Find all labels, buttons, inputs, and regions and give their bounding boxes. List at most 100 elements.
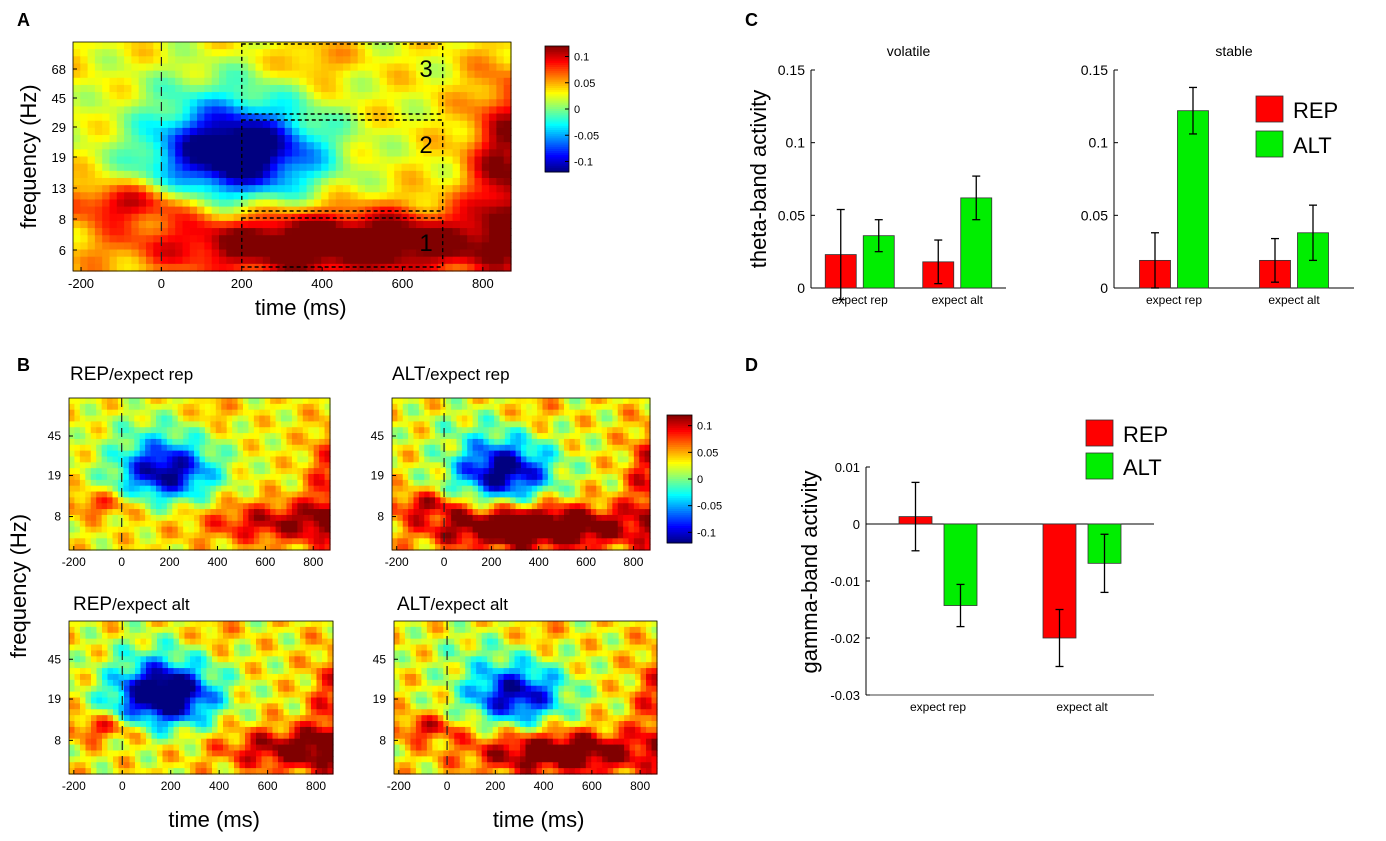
heatmap-cell xyxy=(372,70,381,79)
heatmap-cell xyxy=(357,70,366,79)
heatmap-cell xyxy=(445,192,454,201)
heatmap-cell xyxy=(264,462,271,469)
heatmap-cell xyxy=(259,544,266,551)
heatmap-cell xyxy=(633,403,640,411)
heatmap-cell xyxy=(199,509,206,516)
heatmap-cell xyxy=(107,632,114,640)
colorbar-cell xyxy=(545,67,569,70)
heatmap-cell xyxy=(372,242,381,251)
heatmap-cell xyxy=(175,84,184,93)
heatmap-cell xyxy=(467,185,476,193)
heatmap-cell xyxy=(639,497,646,504)
heatmap-cell xyxy=(445,544,452,551)
heatmap-cell xyxy=(467,468,474,475)
heatmap-cell xyxy=(424,421,431,428)
heatmap-cell xyxy=(537,409,544,417)
heatmap-cell xyxy=(160,213,169,222)
heatmap-cell xyxy=(284,56,293,65)
heatmap-cell xyxy=(175,163,184,172)
heatmap-cell xyxy=(275,497,282,504)
heatmap-cell xyxy=(94,235,103,243)
heatmap-cell xyxy=(585,538,592,545)
heatmap-cell xyxy=(423,84,432,93)
heatmap-cell xyxy=(547,503,554,510)
heatmap-cell xyxy=(394,49,403,57)
heatmap-cell xyxy=(156,427,163,434)
heatmap-cell xyxy=(194,520,201,528)
heatmap-cell xyxy=(456,520,463,528)
heatmap-cell xyxy=(617,474,624,481)
heatmap-cell xyxy=(270,113,278,122)
heatmap-cell xyxy=(503,213,512,222)
heatmap-cell xyxy=(430,177,439,186)
heatmap-cell xyxy=(451,520,458,528)
heatmap-cell xyxy=(397,544,404,551)
heatmap-cell xyxy=(386,56,395,65)
heatmap-cell xyxy=(286,479,293,487)
heatmap-cell xyxy=(248,70,257,79)
heatmap-cell xyxy=(284,135,293,143)
heatmap-cell xyxy=(101,509,108,516)
heatmap-cell xyxy=(526,427,533,434)
heatmap-cell xyxy=(226,142,235,150)
heatmap-cell xyxy=(160,135,169,143)
heatmap-cell xyxy=(277,220,286,229)
heatmap-cell xyxy=(160,142,169,150)
heatmap-cell xyxy=(281,409,288,417)
heatmap-cell xyxy=(226,199,235,208)
colorbar-cell xyxy=(545,117,569,120)
heatmap-cell xyxy=(306,192,315,201)
heatmap-cell xyxy=(569,427,576,434)
heatmap-cell xyxy=(91,721,98,728)
heatmap-cell xyxy=(101,450,108,458)
heatmap-cell xyxy=(277,149,286,158)
heatmap-cell xyxy=(438,199,446,208)
heatmap-cell xyxy=(91,685,98,693)
heatmap-cell xyxy=(210,503,217,510)
heatmap-cell xyxy=(504,509,511,516)
heatmap-cell xyxy=(146,135,154,143)
heatmap-cell xyxy=(623,398,630,405)
heatmap-cell xyxy=(90,479,97,487)
heatmap-cell xyxy=(612,491,619,498)
heatmap-cell xyxy=(302,438,309,446)
heatmap-cell xyxy=(109,135,118,143)
heatmap-cell xyxy=(139,427,146,434)
heatmap-cell xyxy=(302,509,309,516)
heatmap-cell xyxy=(243,497,250,504)
heatmap-cell xyxy=(585,485,592,493)
heatmap-cell xyxy=(215,520,222,528)
heatmap-cell xyxy=(590,485,597,493)
heatmap-cell xyxy=(146,206,154,215)
heatmap-cell xyxy=(219,156,227,165)
heatmap-cell xyxy=(85,503,92,510)
heatmap-cell xyxy=(74,685,81,693)
heatmap-cell xyxy=(134,532,141,539)
heatmap-cell xyxy=(156,491,163,498)
heatmap-cell xyxy=(69,662,76,669)
heatmap-cell xyxy=(73,106,81,115)
heatmap-cell xyxy=(435,438,441,446)
heatmap-cell xyxy=(580,474,587,481)
heatmap-cell xyxy=(503,235,512,243)
heatmap-cell xyxy=(639,427,646,434)
heatmap-cell xyxy=(569,514,576,522)
heatmap-cell xyxy=(135,744,142,752)
heatmap-cell xyxy=(451,474,458,481)
heatmap-cell xyxy=(253,474,260,481)
heatmap-cell xyxy=(74,721,81,728)
heatmap-cell xyxy=(199,514,206,522)
heatmap-cell xyxy=(452,235,461,243)
heatmap-cell xyxy=(131,92,140,100)
heatmap-cell xyxy=(73,249,81,258)
heatmap-cell xyxy=(558,398,565,405)
heatmap-cell xyxy=(459,92,468,100)
heatmap-cell xyxy=(131,213,140,222)
heatmap-cell xyxy=(243,403,250,411)
heatmap-cell xyxy=(134,421,141,428)
heatmap-cell xyxy=(102,673,109,681)
heatmap-cell xyxy=(189,63,198,72)
heatmap-cell xyxy=(607,479,613,487)
heatmap-cell xyxy=(128,433,135,440)
heatmap-cell xyxy=(467,56,476,65)
